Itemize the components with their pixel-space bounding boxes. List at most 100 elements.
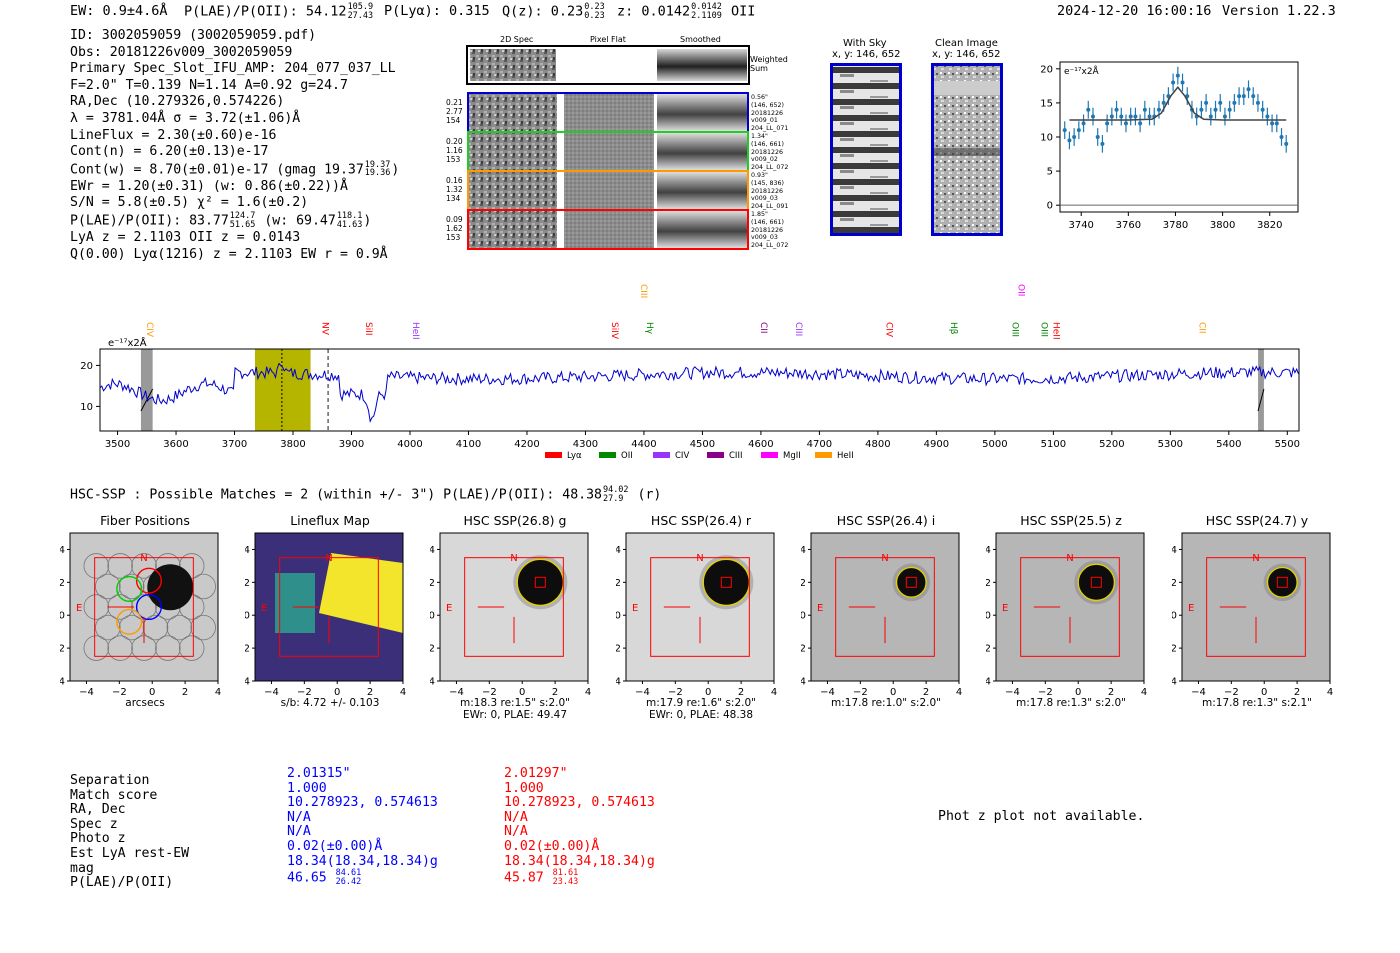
match-col2-0: 2.01297" [504, 766, 568, 781]
hsc-ytick-label-0-0: 4 [60, 545, 65, 556]
info-primary: Primary Spec_Slot_IFU_AMP: 204_077_037_L… [70, 61, 396, 77]
match-col2-5: 0.02(±0.00)Å [504, 838, 600, 854]
hsc-xtick-label-2-2: 0 [519, 687, 525, 698]
fiber-circle-0--2--1 [107, 553, 133, 579]
zoom-point-34 [1222, 114, 1227, 119]
cutout-meta-2-2: 20181226 [751, 187, 784, 195]
hsc-xtick-label-3-2: 0 [705, 687, 711, 698]
full-xtick-label-13: 4800 [865, 439, 890, 450]
full-highlight-band [254, 349, 311, 431]
hsc-ytick-label-2-0: 4 [430, 545, 435, 556]
cutout-meta-3-2: 20181226 [751, 226, 784, 234]
cutout-stat-3-2: 153 [446, 233, 461, 242]
hsc-ytick-label-1-2: 0 [245, 611, 250, 622]
with-sky-image [830, 63, 902, 236]
full-xtick-label-20: 5500 [1275, 439, 1300, 450]
full-line-label-4: SiIV [609, 322, 619, 340]
hsc-caption1-6: m:17.8 re:1.3" s:2.1" [1202, 697, 1312, 709]
zoom-ytick-label-0: 0 [1047, 201, 1053, 212]
full-line-label-6: Hγ [644, 322, 654, 335]
zoom-point-1 [1067, 138, 1072, 143]
full-xtick-label-10: 4500 [690, 439, 715, 450]
hsc-xtick-label-4-2: 0 [890, 687, 896, 698]
cutout-smoothed-2 [657, 172, 747, 209]
hsc-ytick-label-6-3: −2 [1172, 644, 1177, 655]
hsc-ytick-label-5-0: 4 [986, 545, 991, 556]
hsc-frame-3 [625, 532, 775, 682]
hsc-ytick-label-4-4: −4 [801, 677, 806, 688]
cutout-2dspec-3 [469, 211, 557, 248]
info-lineflux: LineFlux = 2.30(±0.60)e-16 [70, 127, 277, 143]
hsc-ytick-label-4-1: 2 [801, 578, 806, 589]
cutout-stat-1-1: 1.16 [446, 146, 463, 155]
fiber-circle-0-2--2 [83, 635, 110, 661]
hsc-ytick-label-6-2: 0 [1172, 611, 1177, 622]
match-col1-4: N/A [287, 824, 311, 840]
cutout-meta-3-4: 204_LL_072 [751, 242, 789, 250]
hsc-east-0: E [76, 603, 82, 614]
zoom-xtick-label-2: 3780 [1163, 220, 1188, 231]
legend-swatch-3 [707, 452, 724, 458]
cutout-meta-2-3: v009_03 [751, 195, 778, 203]
with-sky-xy: x, y: 146, 652 [832, 49, 901, 60]
info-contw-lo: 19.36 [364, 168, 391, 179]
flux-blob-teal [275, 573, 315, 633]
hsc-title-text: HSC-SSP : Possible Matches = 2 (within +… [70, 487, 602, 503]
hsc-xtick-label-0-3: 2 [182, 687, 188, 698]
hsc-panel-title-6: HSC SSP(24.7) y [1205, 513, 1309, 528]
hsc-xtick-label-6-2: 0 [1261, 687, 1267, 698]
hsc-xtick-label-1-2: 0 [334, 687, 340, 698]
cutout-pixelflat-1 [564, 133, 654, 170]
hsc-frame-5 [995, 532, 1145, 682]
zoom-point-42 [1260, 107, 1265, 112]
hsc-ytick-label-3-1: 2 [616, 578, 621, 589]
full-line-label-1: NV [319, 322, 329, 336]
full-xtick-label-12: 4700 [807, 439, 832, 450]
legend-label-4: MgII [783, 451, 801, 461]
hsc-caption1-4: m:17.8 re:1.0" s:2.0" [831, 697, 941, 709]
match-col1-5: 0.02(±0.00)Å [287, 838, 383, 854]
cutout-stat-1-0: 0.20 [446, 137, 463, 146]
hsc-xtick-label-5-4: 4 [1141, 687, 1147, 698]
cutout-stat-3-0: 0.09 [446, 215, 463, 224]
match-col1-3: N/A [287, 809, 311, 825]
hsc-search-box-6 [1206, 557, 1306, 657]
zoom-point-38 [1241, 94, 1246, 99]
hsc-panel-title-0: Fiber Positions [100, 513, 190, 528]
hsc-source-6 [1266, 566, 1298, 598]
clean-image [931, 63, 1003, 236]
full-xtick-label-16: 5100 [1041, 439, 1066, 450]
cutout-meta-0-0: 0.56" [751, 94, 768, 101]
with-sky-title: With Sky [843, 38, 887, 49]
hsc-north-4: N [881, 553, 888, 564]
full-mask-1 [1258, 349, 1264, 431]
legend-swatch-4 [761, 452, 778, 458]
header-z-hi: 0.0142 [691, 2, 722, 12]
match-label-5: Est LyA rest-EW [70, 845, 190, 861]
cutout-meta-3-0: 1.85" [751, 211, 768, 218]
header-z: z: 0.0142 0.0142 2.1109 OII [617, 3, 755, 20]
fiber-circle-0--2-0 [131, 553, 157, 579]
zoom-xtick-label-0: 3740 [1068, 220, 1093, 231]
match-label-3: Spec z [70, 816, 118, 832]
hsc-xtick-label-0-0: −4 [79, 687, 94, 698]
full-xtick-label-6: 4100 [456, 439, 481, 450]
hsc-aperture-3 [720, 576, 732, 588]
zoom-xtick-label-3: 3800 [1210, 220, 1235, 231]
full-line-label-3: HeII [410, 322, 420, 340]
hsc-caption2-2: EWr: 0, PLAE: 49.47 [462, 709, 568, 721]
hsc-ytick-label-3-2: 0 [616, 611, 621, 622]
header-z-line: OII [731, 3, 756, 20]
zoom-point-12 [1119, 114, 1124, 119]
zoom-point-41 [1255, 100, 1260, 105]
hsc-xtick-label-4-3: 2 [923, 687, 929, 698]
hsc-xtick-label-1-3: 2 [367, 687, 373, 698]
cutout-meta-3-3: v009_03 [751, 234, 778, 242]
fiber-circle-0-1-1 [166, 614, 193, 641]
full-xtick-label-15: 5000 [982, 439, 1007, 450]
header-timestamp: 2024-12-20 16:00:16 [1057, 3, 1212, 19]
full-line-label-2: SiII [363, 322, 373, 336]
cutout-stat-1-2: 153 [446, 155, 461, 164]
hsc-north-6: N [1252, 553, 1259, 564]
hsc-panel-1: N E 4 2 0 −2 −4 −4 −2 0 2 4 [245, 532, 406, 698]
